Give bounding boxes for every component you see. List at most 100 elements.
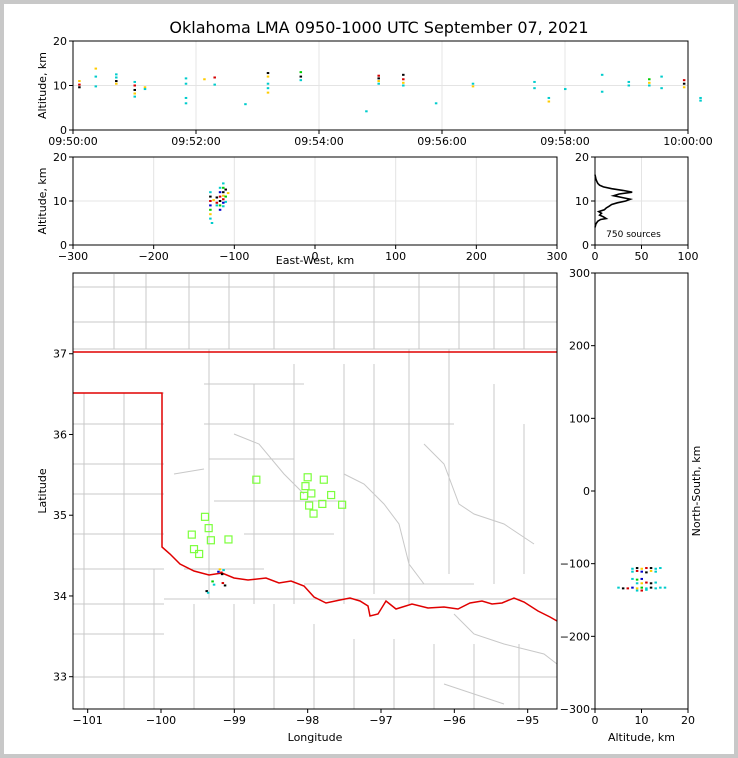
lightning-source-point (299, 75, 303, 78)
lightning-source-point (222, 569, 225, 572)
lightning-source-point (209, 217, 212, 220)
x-tick-label: −99 (223, 714, 246, 727)
y-tick-label: 33 (53, 671, 67, 684)
lightning-source-point (218, 186, 222, 189)
lma-station-marker (187, 530, 196, 539)
plan-view-map-panel: −101 −100 −99 −98 −97 −96 −95 33 34 35 36 37 Longitu… (36, 272, 558, 744)
lightning-source-point (212, 199, 215, 202)
lightning-source-point (206, 591, 210, 594)
lma-station-marker (252, 475, 261, 484)
x-tick-label: −95 (516, 714, 539, 727)
lightning-source-point (635, 582, 639, 585)
lightning-source-point (222, 191, 225, 194)
lightning-source-point (218, 195, 222, 198)
lightning-source-point (115, 82, 118, 85)
lma-station-marker (318, 499, 327, 509)
lightning-source-point (94, 85, 98, 88)
lightning-source-point (654, 587, 657, 590)
y-tick-label: −200 (560, 630, 590, 643)
x-tick-label: −100 (219, 250, 249, 263)
lightning-source-point (115, 73, 118, 76)
lightning-source-point (649, 582, 653, 585)
y-tick-label: 0 (60, 124, 67, 137)
lightning-source-point (266, 82, 270, 85)
lightning-source-point (434, 102, 438, 105)
y-tick-label: 35 (53, 509, 67, 522)
x-tick-label: −300 (58, 250, 88, 263)
lightning-source-point (471, 82, 475, 85)
lightning-source-point (115, 76, 118, 79)
x-tick-label: 09:50:00 (48, 135, 97, 148)
lightning-source-point (659, 586, 662, 589)
lightning-source-point (209, 195, 212, 198)
lma-station-marker (309, 509, 318, 518)
y-tick-label: 34 (53, 590, 67, 603)
lightning-source-point (682, 86, 686, 89)
y-axis-label: Altitude, km (36, 52, 49, 119)
altitude-histogram-panel: 0 50 100 0 10 20 750 sources (575, 151, 699, 263)
x-tick-label: −98 (296, 714, 319, 727)
lightning-source-point (218, 208, 222, 211)
lightning-source-point (377, 80, 380, 83)
lightning-source-point (184, 77, 188, 80)
lma-station-marker (307, 489, 316, 498)
lightning-source-point (682, 82, 686, 85)
lightning-source-point (377, 74, 380, 77)
x-axis-label: Longitude (288, 731, 343, 744)
lightning-source-point (631, 570, 634, 573)
lightning-source-point (533, 87, 536, 90)
lightning-source-point (649, 569, 653, 572)
lightning-source-point (600, 90, 604, 93)
y-tick-label: 10 (53, 195, 67, 208)
lightning-source-point (640, 582, 643, 585)
y-tick-label: 10 (53, 80, 67, 93)
lightning-source-point (133, 88, 136, 91)
lightning-source-point (203, 78, 206, 81)
lightning-source-point (115, 80, 118, 83)
lightning-source-point (78, 83, 81, 86)
lightning-source-point (654, 570, 657, 573)
lightning-source-point (654, 567, 657, 570)
lma-station-marker (327, 490, 336, 500)
x-axis-label: Altitude, km (608, 731, 675, 744)
y-tick-label: 36 (53, 428, 67, 441)
lightning-source-point (215, 201, 219, 204)
lightning-source-point (631, 567, 634, 570)
lightning-source-point (215, 204, 219, 207)
axes-frame (72, 272, 558, 710)
lightning-source-point (626, 587, 630, 590)
lightning-source-point (564, 88, 567, 91)
lightning-source-point (402, 81, 405, 84)
x-tick-label: 300 (547, 250, 568, 263)
lightning-source-point (222, 198, 225, 201)
lightning-source-point (648, 78, 651, 81)
oklahoma-state-border (73, 351, 558, 622)
lightning-source-point (78, 80, 81, 83)
lma-station-marker (319, 475, 328, 484)
y-tick-label: 0 (60, 239, 67, 252)
lightning-source-point (640, 586, 643, 589)
lightning-source-point (635, 589, 639, 592)
lightning-source-point (94, 75, 98, 78)
county-boundary-lines (73, 274, 558, 709)
lightning-source-point (299, 71, 303, 74)
y-axis-label: Latitude (36, 468, 49, 514)
lightning-source-point (184, 82, 188, 85)
y-axis-label: Altitude, km (36, 167, 49, 234)
lightning-source-point (635, 569, 639, 572)
lightning-source-point (659, 567, 662, 570)
lightning-source-point (654, 581, 657, 584)
lightning-source-point (224, 200, 227, 203)
lightning-source-point (699, 96, 702, 99)
lightning-source-point (645, 581, 648, 584)
lma-station-marker (195, 549, 204, 559)
x-tick-label: 09:56:00 (417, 135, 466, 148)
lightning-source-point (213, 76, 216, 79)
lightning-source-point (627, 84, 631, 87)
lightning-source-point (266, 91, 270, 94)
lightning-source-point (299, 79, 303, 82)
lightning-source-point (133, 84, 136, 87)
lightning-source-point (222, 186, 225, 189)
lightning-source-point (635, 567, 639, 570)
y-tick-label: 0 (583, 485, 590, 498)
